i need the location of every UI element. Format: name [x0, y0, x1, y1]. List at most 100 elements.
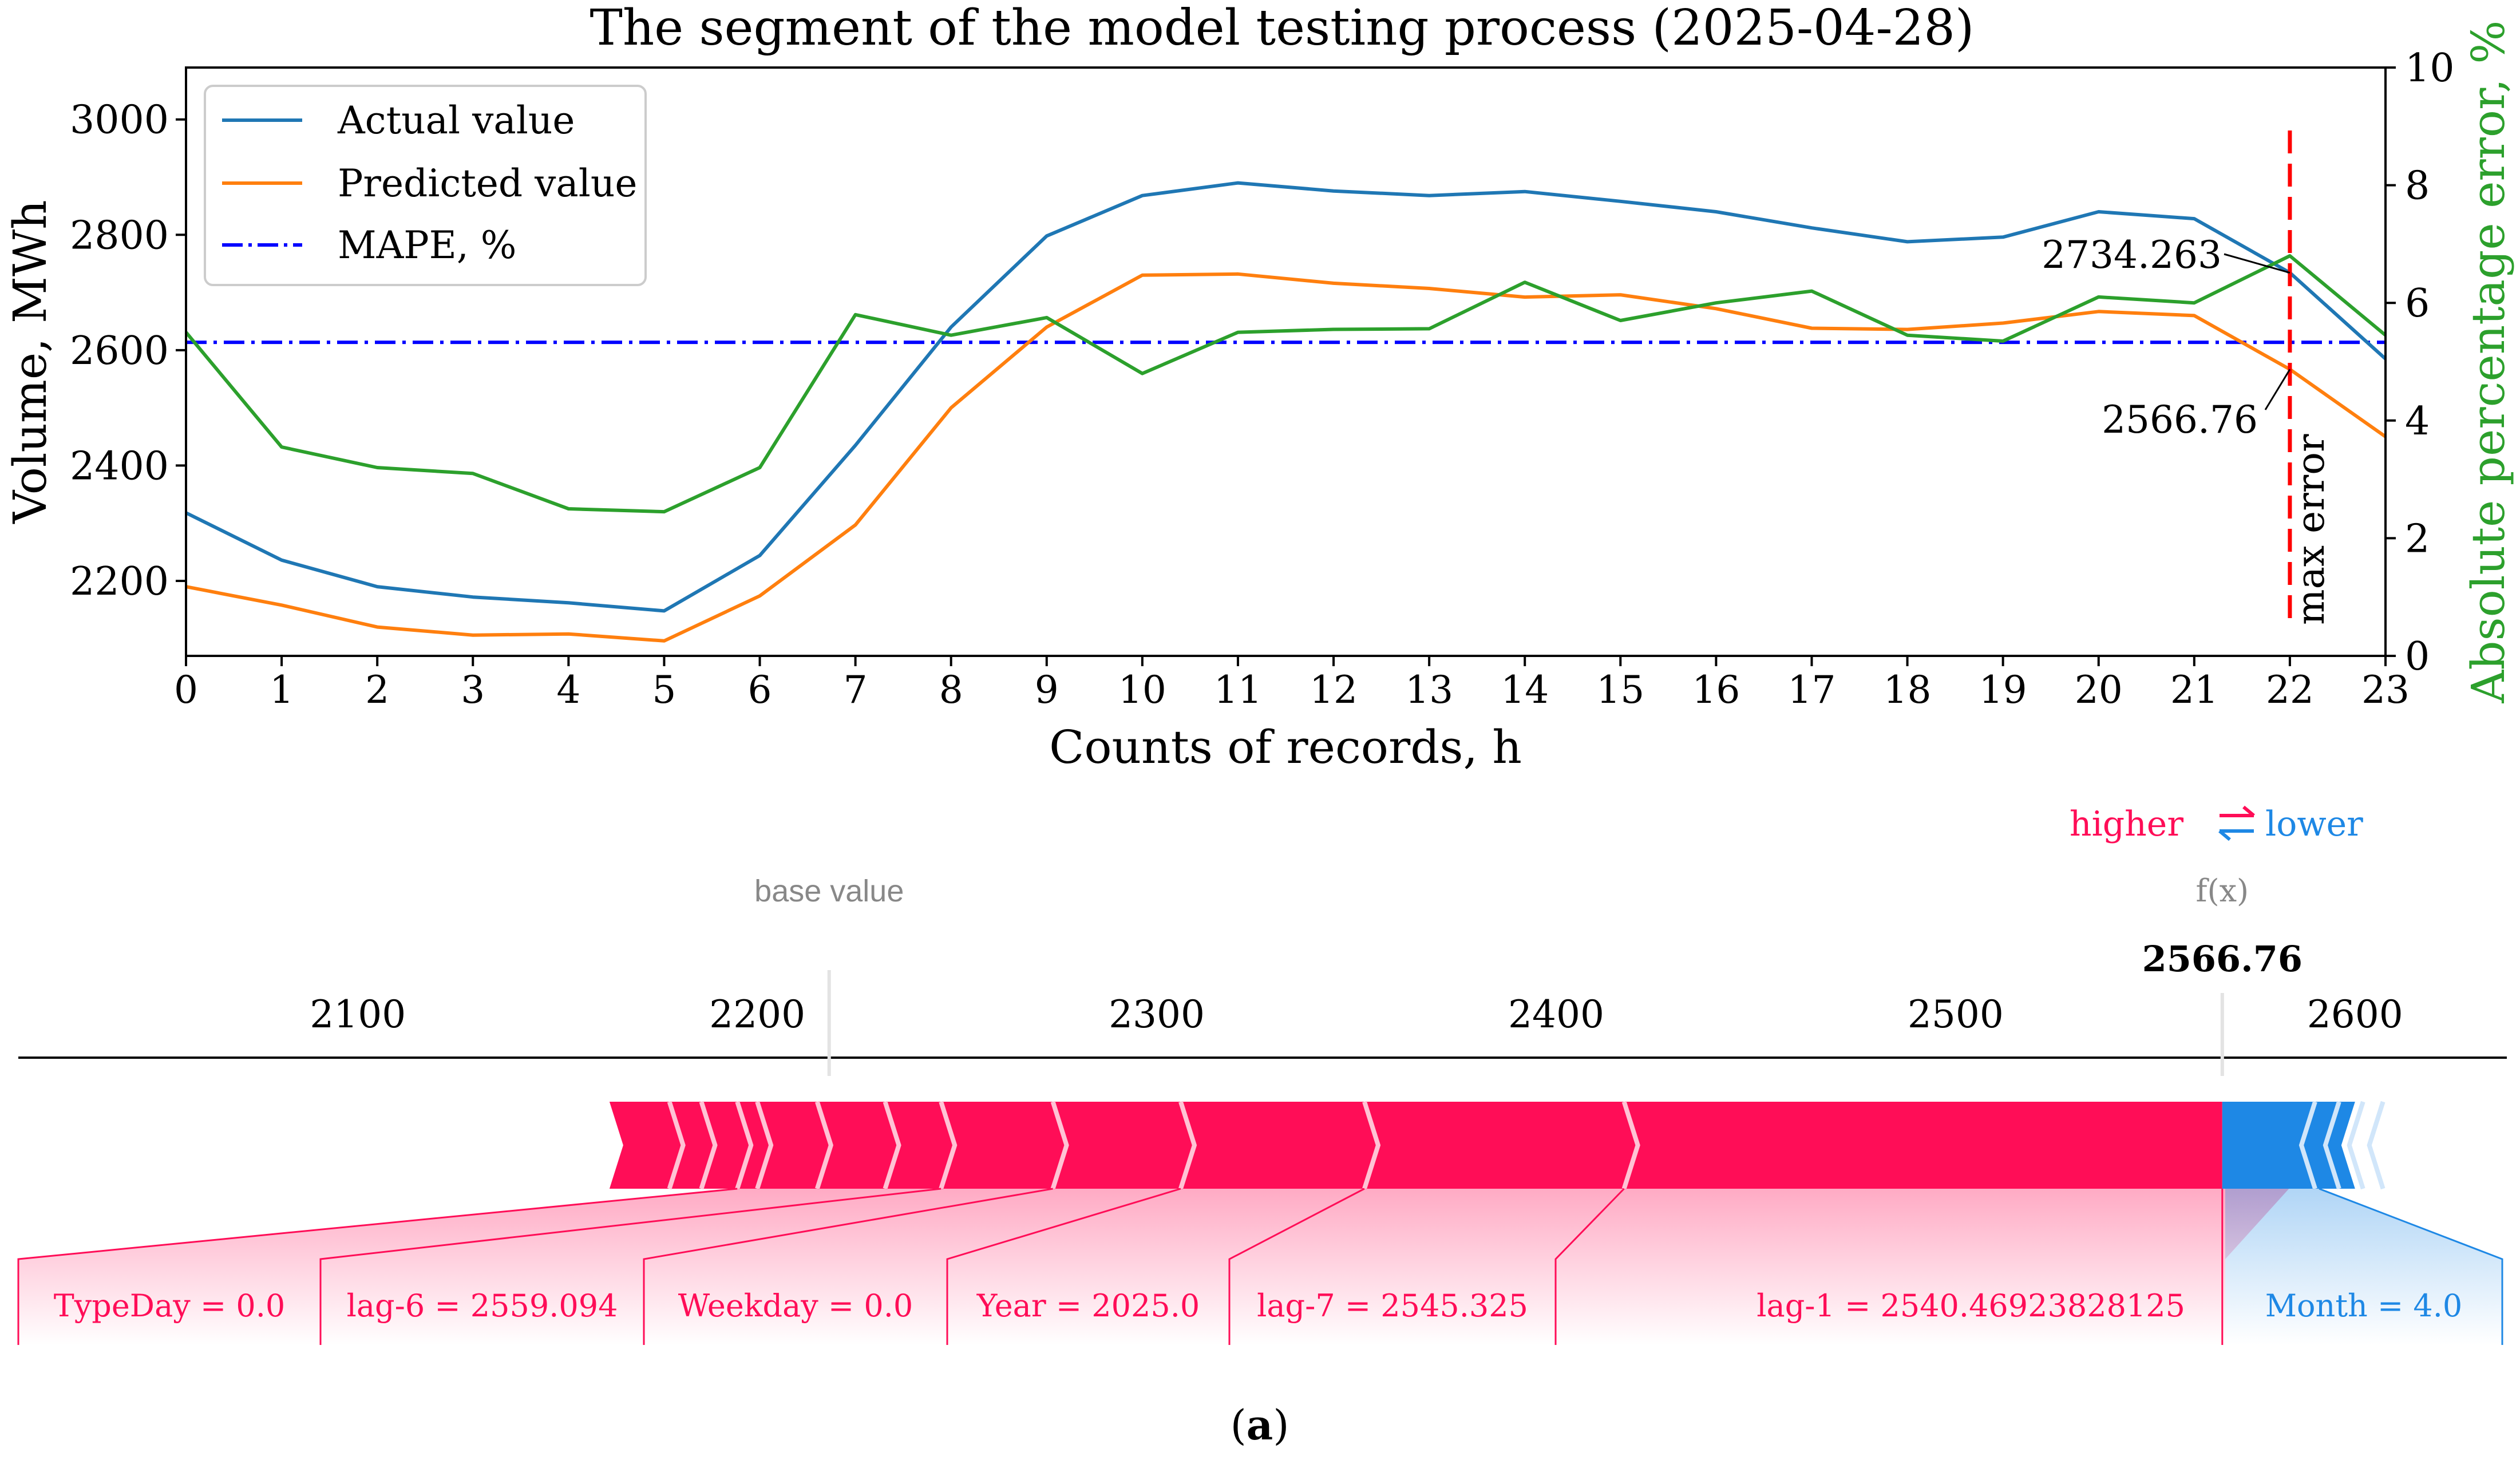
actual-max-annotation: 2734.263	[2042, 233, 2222, 277]
force-tick-label: 2200	[709, 992, 805, 1036]
x-tick-label: 4	[556, 668, 580, 712]
negative-contribution-bar	[2222, 1102, 2355, 1189]
y2-axis-label: Absolute percentage error, %	[2462, 21, 2515, 704]
force-axis: 2100 2200 2300 2400 2500 2600 base value f(x) 25…	[18, 873, 2507, 1076]
x-axis-label: Counts of records, h	[1049, 721, 1522, 774]
positive-segment-divider	[1178, 1101, 1197, 1190]
positive-segment-divider	[815, 1101, 834, 1190]
force-tick-label: 2400	[1508, 992, 1604, 1036]
fx-value: 2566.76	[2142, 938, 2303, 980]
x-tick-label: 22	[2266, 668, 2314, 712]
positive-label-box	[321, 1189, 1053, 1345]
negative-label-box	[2222, 1189, 2502, 1345]
x-axis: 0 1 2 3 4 5 6 7 8 9 10 11 12 13 14 15 16 17 18 19 20 21 22 23	[174, 656, 2410, 712]
higher-label: higher	[2070, 804, 2183, 844]
y-tick-label: 2800	[70, 213, 169, 258]
positive-label-connector	[1228, 1188, 1365, 1345]
positive-feature-label: lag-6 = 2559.094	[347, 1288, 618, 1324]
swap-arrows-icon	[2218, 805, 2255, 841]
legend-label-mape: MAPE, %	[338, 223, 517, 267]
y-tick-label: 2200	[70, 559, 169, 604]
y-axis-left: 2200 2400 2600 2800 3000	[70, 98, 186, 604]
max-error-label: max error	[2289, 434, 2333, 625]
y-tick-label: 2400	[70, 444, 169, 489]
positive-segment-divider	[939, 1101, 958, 1190]
positive-label-box	[1556, 1189, 2289, 1345]
error-line	[184, 254, 2387, 514]
y2-tick-label: 2	[2405, 516, 2430, 561]
x-tick-label: 10	[1118, 668, 1166, 712]
y-axis-label: Volume, MWh	[3, 200, 57, 524]
y-axis-right: 0 2 4 6 8 10	[2386, 46, 2455, 679]
y2-tick-label: 8	[2405, 164, 2430, 209]
positive-feature-label: Weekday = 0.0	[678, 1288, 913, 1324]
x-tick-label: 7	[844, 668, 868, 712]
x-tick-label: 23	[2361, 668, 2410, 712]
positive-segment-divider	[735, 1101, 754, 1190]
x-tick-label: 18	[1884, 668, 1932, 712]
predicted-max-annotation: 2566.76	[2102, 398, 2258, 442]
base-value-label: base value	[754, 874, 904, 908]
x-tick-label: 13	[1405, 668, 1453, 712]
legend-label-actual: Actual value	[337, 98, 575, 143]
positive-label-connector	[17, 1188, 738, 1345]
fx-label: f(x)	[2196, 873, 2249, 909]
x-tick-label: 1	[270, 668, 294, 712]
positive-segment-divider	[667, 1101, 686, 1190]
force-bars	[609, 1101, 2386, 1190]
x-tick-label: 2	[365, 668, 389, 712]
x-tick-label: 16	[1692, 668, 1740, 712]
force-tick-label: 2600	[2307, 992, 2403, 1036]
negative-segment-divider	[2347, 1101, 2365, 1190]
y2-tick-label: 6	[2405, 281, 2430, 326]
positive-label-box	[1229, 1189, 1624, 1345]
y-tick-label: 3000	[70, 98, 169, 143]
x-tick-label: 0	[174, 668, 198, 712]
x-tick-label: 6	[748, 668, 772, 712]
lower-label: lower	[2265, 804, 2363, 844]
negative-segment-divider	[2367, 1101, 2386, 1190]
positive-segment-divider	[883, 1101, 901, 1190]
y-tick-label: 2600	[70, 329, 169, 374]
legend-label-predicted: Predicted value	[338, 161, 637, 205]
positive-feature-label: lag-1 = 2540.46923828125	[1757, 1288, 2185, 1324]
x-tick-label: 21	[2170, 668, 2218, 712]
predicted-annotation-leader	[2264, 369, 2291, 410]
force-tick-label: 2500	[1908, 992, 2004, 1036]
legend-frame	[204, 85, 647, 286]
positive-feature-label: TypeDay = 0.0	[54, 1288, 286, 1324]
positive-label-connector	[946, 1188, 1181, 1345]
x-tick-label: 5	[652, 668, 676, 712]
y2-tick-label: 4	[2405, 399, 2430, 444]
positive-label-box	[18, 1189, 941, 1345]
positive-segment-divider	[1362, 1101, 1381, 1190]
negative-segment-divider	[2323, 1101, 2341, 1190]
x-tick-label: 19	[1979, 668, 2027, 712]
negative-segment-divider	[2299, 1101, 2317, 1190]
y2-tick-label: 10	[2405, 46, 2455, 91]
predicted-line	[185, 272, 2387, 643]
positive-contribution-bar	[609, 1102, 2222, 1189]
negative-label-connector	[2319, 1188, 2503, 1345]
positive-segment-divider	[699, 1101, 718, 1190]
x-tick-label: 11	[1214, 668, 1262, 712]
y2-tick-label: 0	[2405, 634, 2430, 679]
x-tick-label: 12	[1310, 668, 1358, 712]
force-tick-label: 2100	[310, 992, 406, 1036]
negative-feature-label: Month = 4.0	[2265, 1288, 2463, 1324]
positive-label-connector	[1554, 1188, 1625, 1345]
x-tick-label: 20	[2075, 668, 2123, 712]
legend: Actual value Predicted value MAPE, %	[204, 85, 647, 286]
figure-caption: (a)	[1231, 1400, 1289, 1449]
positive-feature-label: Year = 2025.0	[976, 1288, 1200, 1324]
x-tick-label: 3	[461, 668, 485, 712]
positive-feature-label: lag-7 = 2545.325	[1257, 1288, 1528, 1324]
actual-line	[185, 181, 2387, 613]
chart-title: The segment of the model testing process…	[590, 0, 1974, 57]
positive-label-box	[644, 1189, 1181, 1345]
force-plot: higher lower 2100 2200 2300 2400 2500 2600 bas…	[17, 804, 2507, 1345]
x-tick-label: 14	[1501, 668, 1549, 712]
actual-annotation-leader	[2224, 253, 2290, 274]
x-tick-label: 8	[939, 668, 963, 712]
